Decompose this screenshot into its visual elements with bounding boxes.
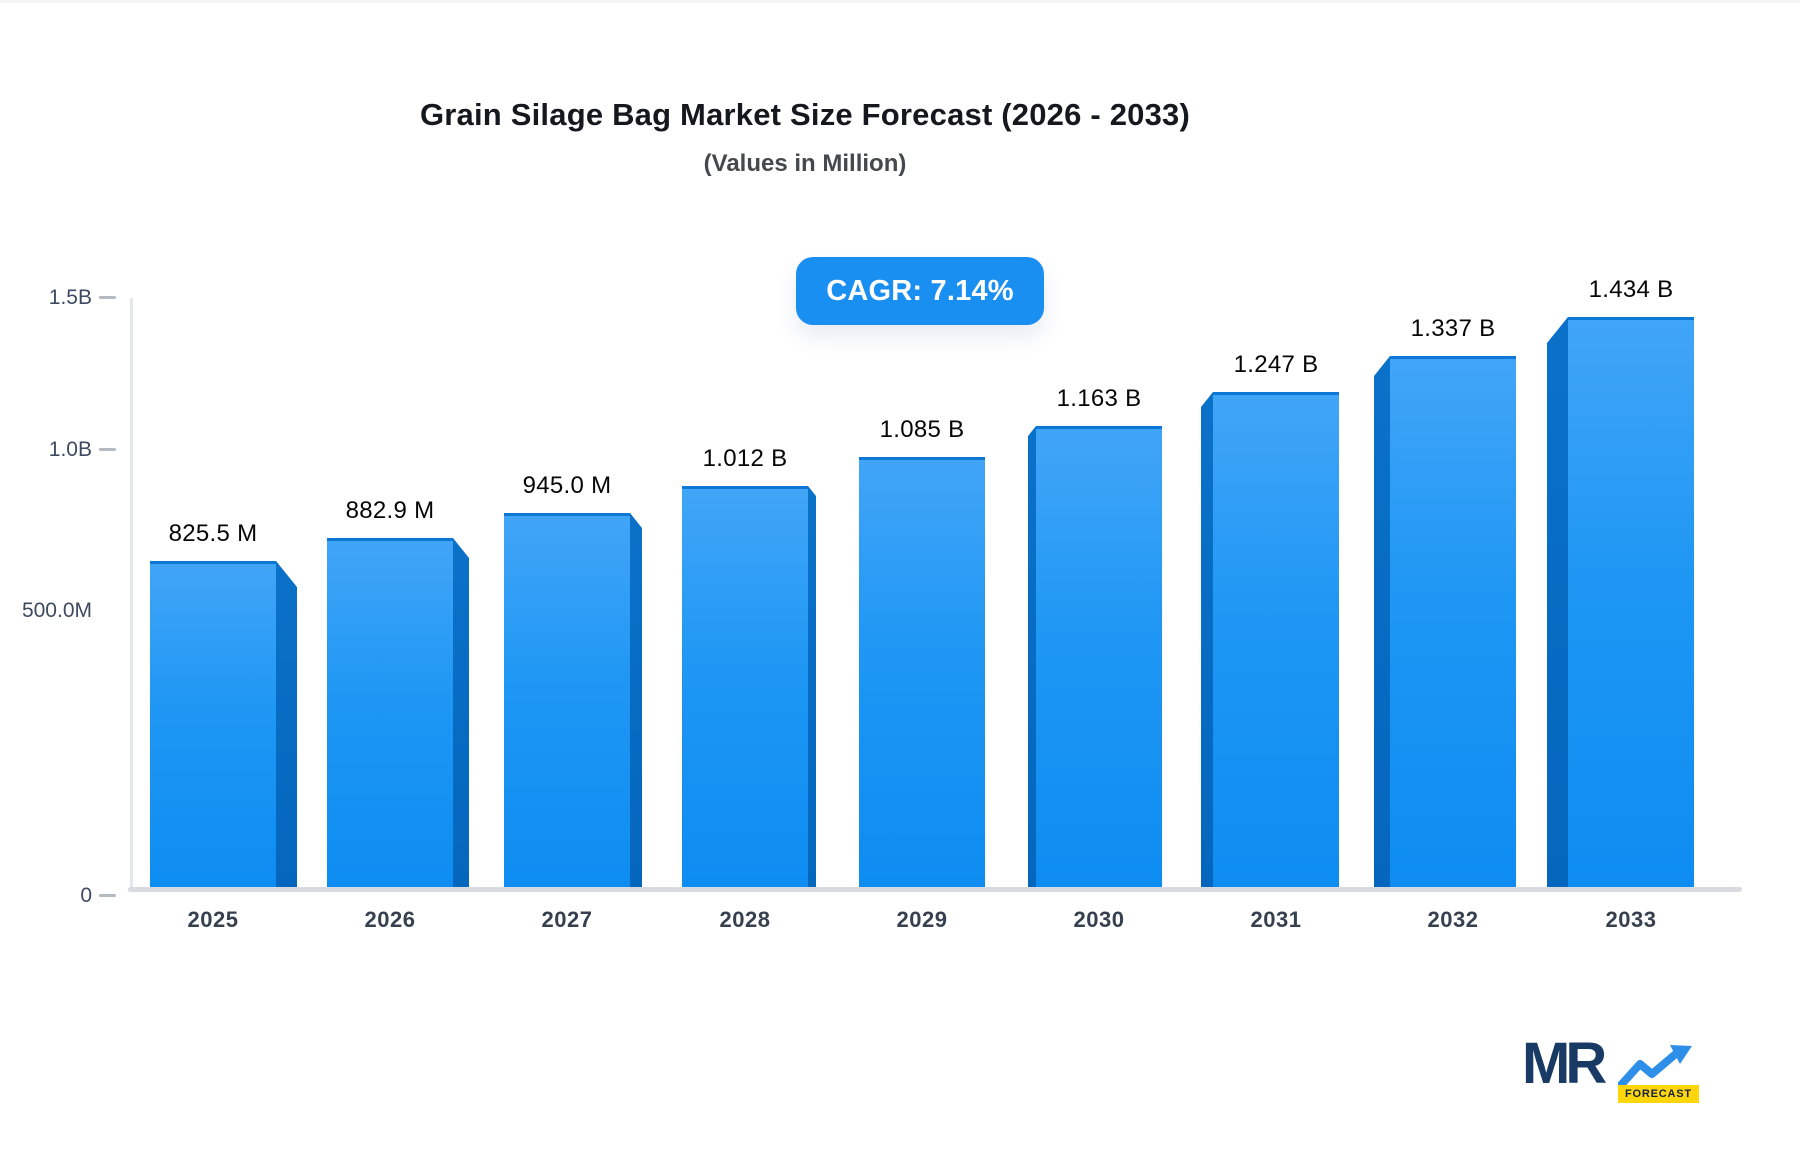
x-axis-label-2032: 2032 bbox=[1427, 907, 1479, 932]
bar-side-face-2026 bbox=[453, 538, 469, 891]
bar-value-label-2028: 1.012 B bbox=[702, 445, 788, 472]
y-axis-tick-label-500.0M: 500.0M bbox=[21, 599, 92, 622]
bar-side-face-2028 bbox=[808, 486, 816, 891]
bar-2025 bbox=[150, 561, 276, 891]
cagr-badge-text: CAGR: 7.14% bbox=[826, 274, 1014, 307]
y-axis-tick-mark-1.0B bbox=[99, 448, 116, 451]
bar-side-face-2033 bbox=[1547, 317, 1568, 891]
chart-title: Grain Silage Bag Market Size Forecast (2… bbox=[419, 97, 1191, 132]
bar-side-face-2031 bbox=[1201, 392, 1213, 891]
x-axis-line bbox=[128, 887, 1742, 892]
logo-forecast-text: FORECAST bbox=[1618, 1085, 1699, 1104]
logo-trend-arrow-icon bbox=[1618, 1045, 1692, 1089]
bar-side-face-2032 bbox=[1374, 356, 1390, 891]
y-axis-tick-label-0: 0 bbox=[80, 884, 92, 907]
bar-value-label-2026: 882.9 M bbox=[345, 497, 435, 524]
x-axis-label-2033: 2033 bbox=[1605, 907, 1657, 932]
bar-side-face-2030 bbox=[1028, 426, 1036, 891]
x-axis-label-2027: 2027 bbox=[541, 907, 593, 932]
cagr-badge: CAGR: 7.14% bbox=[796, 257, 1044, 325]
bar-value-label-2033: 1.434 B bbox=[1588, 276, 1674, 303]
y-axis-line bbox=[130, 298, 133, 892]
bar-value-label-2030: 1.163 B bbox=[1056, 385, 1142, 412]
x-axis-label-2028: 2028 bbox=[719, 907, 771, 932]
bar-2032 bbox=[1390, 356, 1516, 891]
x-axis-label-2025: 2025 bbox=[187, 907, 239, 932]
bar-side-face-2027 bbox=[630, 513, 642, 891]
mr-forecast-logo: MR FORECAST bbox=[1522, 1033, 1712, 1117]
bar-value-label-2025: 825.5 M bbox=[168, 520, 258, 547]
bar-value-label-2032: 1.337 B bbox=[1410, 315, 1496, 342]
bar-2033 bbox=[1568, 317, 1694, 891]
bar-value-label-2031: 1.247 B bbox=[1233, 351, 1319, 378]
bar-2028 bbox=[682, 486, 808, 891]
x-axis-label-2026: 2026 bbox=[364, 907, 416, 932]
bar-value-label-2027: 945.0 M bbox=[522, 472, 612, 499]
bar-2031 bbox=[1213, 392, 1339, 891]
bar-value-label-2029: 1.085 B bbox=[879, 416, 965, 443]
bar-side-face-2025 bbox=[276, 561, 297, 891]
y-axis-tick-label-1.5B: 1.5B bbox=[48, 286, 92, 309]
bar-2027 bbox=[504, 513, 630, 891]
x-axis-label-2029: 2029 bbox=[896, 907, 948, 932]
chart-subtitle: (Values in Million) bbox=[703, 150, 907, 177]
bar-2026 bbox=[327, 538, 453, 891]
bar-2030 bbox=[1036, 426, 1162, 891]
y-axis-tick-mark-1.5B bbox=[99, 296, 116, 299]
x-axis-label-2030: 2030 bbox=[1073, 907, 1125, 932]
y-axis-tick-label-1.0B: 1.0B bbox=[48, 438, 92, 461]
logo-mr-text: MR bbox=[1522, 1031, 1607, 1096]
x-axis-label-2031: 2031 bbox=[1250, 907, 1302, 932]
bar-2029 bbox=[859, 457, 985, 891]
y-axis-tick-mark-0 bbox=[99, 894, 116, 897]
